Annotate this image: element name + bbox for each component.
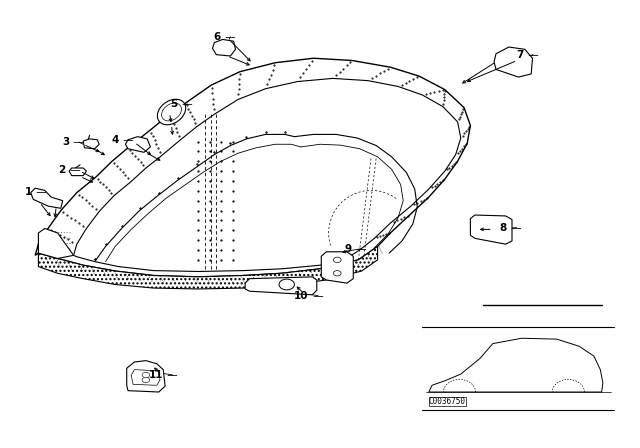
Ellipse shape bbox=[162, 103, 181, 121]
Text: C0036750: C0036750 bbox=[429, 397, 466, 406]
Polygon shape bbox=[245, 277, 317, 295]
Text: —: — bbox=[120, 135, 133, 145]
Polygon shape bbox=[35, 58, 470, 277]
Text: —: — bbox=[33, 187, 47, 197]
Polygon shape bbox=[321, 252, 353, 283]
Text: 1: 1 bbox=[25, 187, 32, 197]
Text: —: — bbox=[508, 223, 522, 233]
Polygon shape bbox=[31, 188, 63, 208]
Circle shape bbox=[333, 271, 341, 276]
Text: —: — bbox=[70, 137, 84, 147]
Polygon shape bbox=[38, 228, 74, 258]
Text: 7: 7 bbox=[516, 50, 524, 60]
Polygon shape bbox=[429, 338, 603, 392]
Ellipse shape bbox=[157, 99, 186, 125]
Text: —: — bbox=[525, 50, 538, 60]
Polygon shape bbox=[131, 370, 160, 385]
Text: —: — bbox=[164, 370, 178, 380]
Text: —: — bbox=[179, 99, 193, 109]
Circle shape bbox=[142, 372, 150, 378]
Text: 2: 2 bbox=[58, 165, 65, 175]
Text: 6: 6 bbox=[214, 32, 221, 42]
Text: 11: 11 bbox=[148, 370, 163, 380]
Text: —: — bbox=[353, 244, 367, 254]
Circle shape bbox=[142, 377, 150, 383]
Text: 5: 5 bbox=[171, 99, 178, 109]
Circle shape bbox=[279, 279, 294, 290]
Text: —: — bbox=[67, 165, 80, 175]
Polygon shape bbox=[494, 47, 532, 77]
Polygon shape bbox=[125, 137, 150, 152]
Text: —: — bbox=[222, 32, 236, 42]
Polygon shape bbox=[38, 246, 378, 289]
Text: 10: 10 bbox=[294, 291, 308, 301]
Text: 9: 9 bbox=[345, 244, 352, 254]
Polygon shape bbox=[470, 215, 512, 244]
Polygon shape bbox=[74, 78, 461, 271]
Polygon shape bbox=[83, 139, 99, 149]
Text: 8: 8 bbox=[500, 223, 507, 233]
Polygon shape bbox=[69, 168, 86, 176]
Polygon shape bbox=[212, 39, 236, 56]
Text: 3: 3 bbox=[62, 137, 69, 147]
Polygon shape bbox=[127, 361, 165, 392]
Circle shape bbox=[333, 257, 341, 263]
Text: 4: 4 bbox=[111, 135, 118, 145]
Text: —: — bbox=[310, 291, 323, 301]
